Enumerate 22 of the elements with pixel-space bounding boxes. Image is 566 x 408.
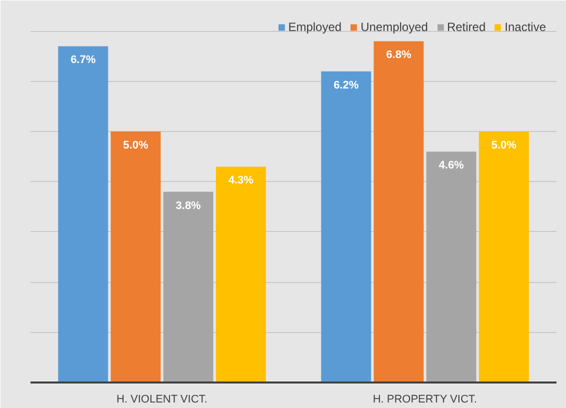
- data-label: 3.8%: [176, 200, 202, 212]
- data-label: 4.6%: [438, 160, 464, 172]
- bar: [374, 41, 424, 382]
- bar: [478, 132, 529, 382]
- data-label: 6.8%: [386, 49, 412, 62]
- bar: [426, 152, 476, 382]
- x-tick-label: H. PROPERTY VICT.: [372, 394, 477, 406]
- x-tick-label: H. VIOLENT VICT.: [116, 394, 208, 406]
- legend-label: Retired: [446, 20, 486, 34]
- bar: [321, 71, 372, 382]
- bar: [58, 46, 108, 382]
- bar: [110, 132, 161, 382]
- bar: [216, 166, 266, 382]
- legend-label: Employed: [288, 20, 342, 34]
- data-label: 5.0%: [123, 140, 148, 152]
- data-label: 4.3%: [228, 174, 254, 187]
- bar: [163, 192, 214, 382]
- data-label: 5.0%: [491, 140, 517, 152]
- legend-label: Unemployed: [360, 20, 428, 34]
- data-label: 6.2%: [334, 79, 359, 92]
- data-label: 6.7%: [70, 54, 96, 66]
- legend-label: Inactive: [504, 20, 546, 34]
